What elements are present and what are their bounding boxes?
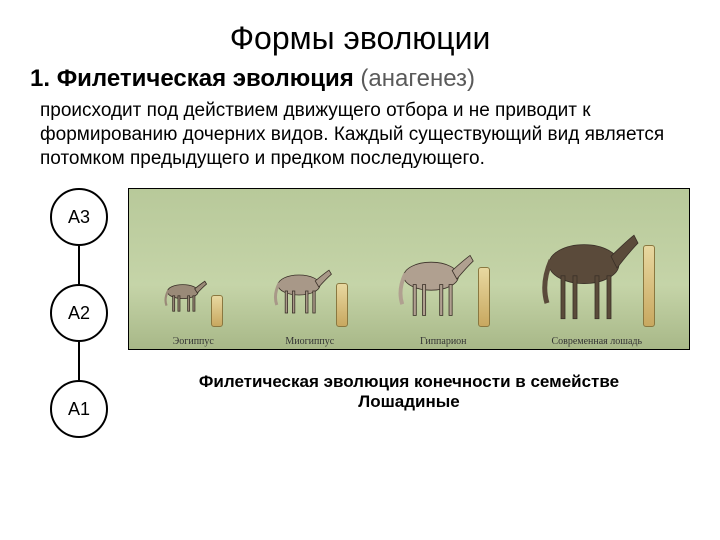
- animal-row: [129, 229, 689, 327]
- animal-label: Миогиппус: [270, 336, 350, 347]
- limb-bone-icon: [336, 283, 348, 327]
- chain-link: [78, 246, 80, 284]
- subtitle-number: 1.: [30, 65, 50, 92]
- horse-icon: [163, 279, 207, 327]
- subtitle-paren: (анагенез): [360, 65, 475, 92]
- chain-node-a2: А2: [50, 284, 108, 342]
- animal-figure: [539, 229, 655, 327]
- illustration-column: Эогиппус Миогиппус Гиппарион Современная ло…: [128, 188, 690, 412]
- page-title: Формы эволюции: [30, 20, 690, 57]
- illustration-caption: Филетическая эволюция конечности в семей…: [128, 372, 690, 412]
- horse-icon: [396, 251, 474, 327]
- subtitle-term: Филетическая эволюция: [57, 65, 354, 92]
- chain-node-a1: А1: [50, 380, 108, 438]
- section-subtitle: 1. Филетическая эволюция (анагенез): [30, 65, 690, 93]
- animal-label: Эогиппус: [161, 336, 225, 347]
- limb-bone-icon: [643, 245, 655, 327]
- animal-label: Гиппарион: [394, 336, 492, 347]
- chain-link: [78, 342, 80, 380]
- animal-figure: [272, 267, 348, 327]
- body-paragraph: происходит под действием движущего отбор…: [40, 99, 690, 170]
- lineage-chain: А3 А2 А1: [50, 188, 108, 438]
- horse-icon: [272, 267, 332, 327]
- horse-evolution-illustration: Эогиппус Миогиппус Гиппарион Современная ло…: [128, 188, 690, 350]
- animal-label: Современная лошадь: [537, 336, 657, 347]
- lower-section: А3 А2 А1 Эогиппус Миогиппус Гиппарион Совре…: [30, 188, 690, 438]
- chain-node-a3: А3: [50, 188, 108, 246]
- horse-icon: [539, 229, 639, 327]
- animal-figure: [396, 251, 490, 327]
- limb-bone-icon: [478, 267, 490, 327]
- animal-labels-row: Эогиппус Миогиппус Гиппарион Современная ло…: [129, 336, 689, 347]
- animal-figure: [163, 279, 223, 327]
- limb-bone-icon: [211, 295, 223, 327]
